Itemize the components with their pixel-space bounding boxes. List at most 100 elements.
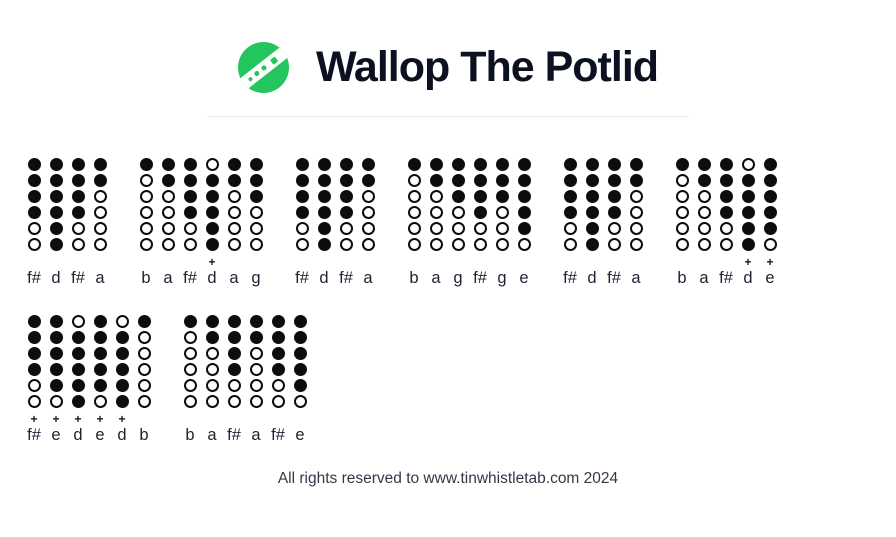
open-hole-icon xyxy=(139,173,153,187)
note-label: g xyxy=(497,269,507,287)
open-hole-icon xyxy=(139,205,153,219)
note-label: f# xyxy=(27,426,41,444)
whistle-hole-icon xyxy=(253,69,261,78)
filled-hole-icon xyxy=(227,346,241,360)
open-hole-icon xyxy=(361,237,375,251)
open-hole-icon xyxy=(227,189,241,203)
note-column: f# xyxy=(223,313,245,445)
tab-row: + f# + e + d + e + d b b a f# a f# e xyxy=(23,313,896,445)
filled-hole-icon xyxy=(293,378,307,392)
note-label: b xyxy=(139,426,149,444)
whistle-hole-icon xyxy=(260,64,268,72)
open-hole-icon xyxy=(183,221,197,235)
filled-hole-icon xyxy=(205,205,219,219)
open-hole-icon xyxy=(361,205,375,219)
note-column: b xyxy=(133,313,155,445)
open-hole-icon xyxy=(719,221,733,235)
filled-hole-icon xyxy=(249,189,263,203)
filled-hole-icon xyxy=(71,205,85,219)
note-column: f# xyxy=(267,313,289,445)
filled-hole-icon xyxy=(249,157,263,171)
note-label: d xyxy=(743,269,753,287)
filled-hole-icon xyxy=(295,173,309,187)
note-column: a xyxy=(157,156,179,288)
note-column: b xyxy=(179,313,201,445)
open-hole-icon xyxy=(205,362,219,376)
open-hole-icon xyxy=(249,362,263,376)
open-hole-icon xyxy=(495,221,509,235)
open-hole-icon xyxy=(763,237,777,251)
filled-hole-icon xyxy=(517,189,531,203)
open-hole-icon xyxy=(249,237,263,251)
open-hole-icon xyxy=(137,330,151,344)
note-label: f# xyxy=(339,269,353,287)
filled-hole-icon xyxy=(763,221,777,235)
open-hole-icon xyxy=(93,394,107,408)
note-column: f# xyxy=(291,156,313,288)
open-hole-icon xyxy=(563,221,577,235)
note-label: a xyxy=(229,269,239,287)
open-hole-icon xyxy=(407,205,421,219)
filled-hole-icon xyxy=(115,362,129,376)
open-hole-icon xyxy=(675,173,689,187)
filled-hole-icon xyxy=(271,330,285,344)
note-column: + d xyxy=(67,313,89,445)
filled-hole-icon xyxy=(741,189,755,203)
open-hole-icon xyxy=(183,378,197,392)
filled-hole-icon xyxy=(49,378,63,392)
filled-hole-icon xyxy=(27,346,41,360)
open-hole-icon xyxy=(93,205,107,219)
open-hole-icon xyxy=(227,237,241,251)
open-hole-icon xyxy=(293,394,307,408)
filled-hole-icon xyxy=(139,157,153,171)
filled-hole-icon xyxy=(293,314,307,328)
filled-hole-icon xyxy=(93,173,107,187)
filled-hole-icon xyxy=(49,205,63,219)
open-hole-icon xyxy=(161,205,175,219)
octave-plus-label: + xyxy=(744,255,752,269)
note-column: + f# xyxy=(23,313,45,445)
note-column: f# xyxy=(469,156,491,288)
open-hole-icon xyxy=(183,362,197,376)
note-column: + d xyxy=(737,156,759,288)
note-label: d xyxy=(587,269,597,287)
open-hole-icon xyxy=(183,237,197,251)
filled-hole-icon xyxy=(763,205,777,219)
open-hole-icon xyxy=(719,237,733,251)
filled-hole-icon xyxy=(227,173,241,187)
tab-row: f# d f# a b a f# + d a g f# d f# a b a g f# g e f# d f# a b a f# + d +… xyxy=(23,156,896,288)
filled-hole-icon xyxy=(115,378,129,392)
filled-hole-icon xyxy=(563,173,577,187)
octave-plus-label: + xyxy=(30,412,38,426)
note-column: e xyxy=(513,156,535,288)
filled-hole-icon xyxy=(27,314,41,328)
open-hole-icon xyxy=(249,378,263,392)
note-column: f# xyxy=(715,156,737,288)
note-label: f# xyxy=(607,269,621,287)
filled-hole-icon xyxy=(93,362,107,376)
filled-hole-icon xyxy=(183,314,197,328)
tab-rows: f# d f# a b a f# + d a g f# d f# a b a g f# g e f# d f# a b a f# + d +… xyxy=(0,117,896,445)
note-column: d xyxy=(45,156,67,288)
open-hole-icon xyxy=(115,314,129,328)
open-hole-icon xyxy=(697,237,711,251)
open-hole-icon xyxy=(607,237,621,251)
note-column: f# xyxy=(335,156,357,288)
note-column: b xyxy=(403,156,425,288)
open-hole-icon xyxy=(139,237,153,251)
filled-hole-icon xyxy=(563,189,577,203)
open-hole-icon xyxy=(183,346,197,360)
note-column: f# xyxy=(23,156,45,288)
open-hole-icon xyxy=(429,189,443,203)
note-column: a xyxy=(223,156,245,288)
filled-hole-icon xyxy=(49,157,63,171)
open-hole-icon xyxy=(139,189,153,203)
open-hole-icon xyxy=(137,346,151,360)
filled-hole-icon xyxy=(473,173,487,187)
open-hole-icon xyxy=(675,189,689,203)
filled-hole-icon xyxy=(93,157,107,171)
open-hole-icon xyxy=(161,189,175,203)
open-hole-icon xyxy=(407,221,421,235)
open-hole-icon xyxy=(71,237,85,251)
note-label: a xyxy=(631,269,641,287)
